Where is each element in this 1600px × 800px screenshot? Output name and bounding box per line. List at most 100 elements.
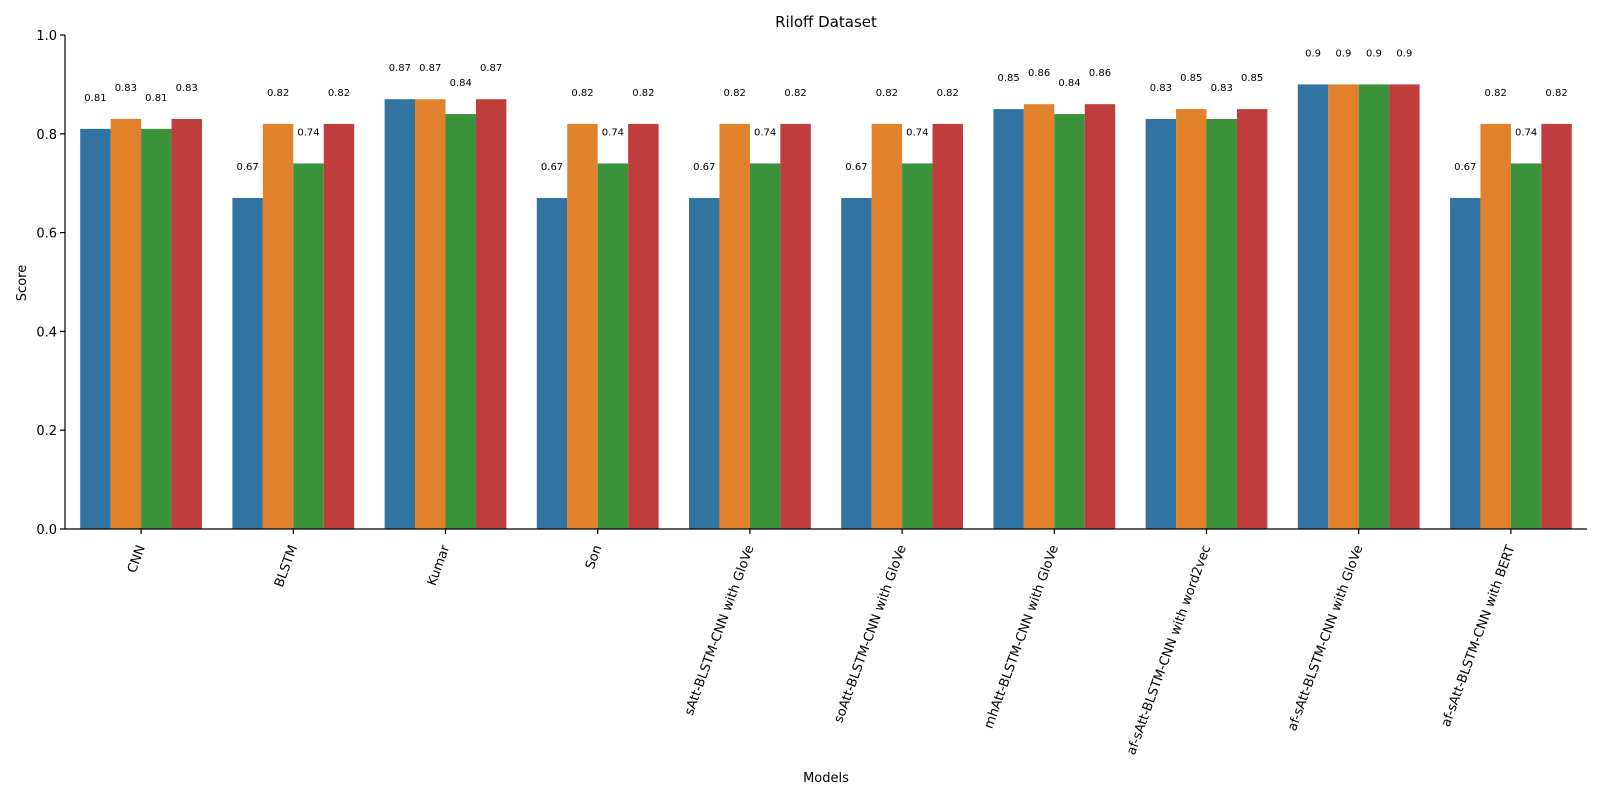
bar-7-1 (1176, 109, 1207, 529)
bar-value-label: 0.82 (1485, 88, 1507, 99)
bar-6-3 (1084, 104, 1116, 529)
bar-4-0 (689, 198, 720, 529)
bar-4-1 (719, 123, 750, 530)
x-tick-label: CNN (125, 543, 149, 575)
bar-0-3 (171, 118, 202, 529)
bar-6-0 (993, 109, 1024, 529)
bar-value-label: 0.74 (297, 127, 319, 138)
y-axis-label: Score (15, 265, 30, 301)
bar-4-2 (749, 163, 781, 529)
bar-value-label: 0.83 (1150, 83, 1172, 94)
bar-1-0 (232, 198, 263, 529)
bar-6-2 (1054, 114, 1085, 529)
bar-2-1 (415, 99, 446, 529)
bar-value-label: 0.74 (602, 127, 624, 138)
bar-value-label: 0.81 (84, 93, 106, 104)
bar-8-1 (1328, 84, 1359, 530)
bar-8-0 (1297, 84, 1329, 530)
bar-value-label: 0.67 (693, 162, 715, 173)
bar-0-0 (80, 128, 111, 530)
bar-8-3 (1389, 84, 1420, 530)
bar-value-label: 0.67 (237, 162, 259, 173)
bar-value-label: 0.83 (115, 83, 137, 94)
bar-3-2 (597, 163, 629, 529)
bar-value-label: 0.83 (1211, 83, 1233, 94)
bar-1-3 (323, 123, 355, 530)
bar-7-3 (1236, 109, 1268, 529)
bar-1-1 (262, 123, 294, 530)
bar-5-2 (902, 163, 933, 529)
bar-1-2 (293, 163, 324, 529)
y-tick-label: 0.4 (36, 325, 57, 340)
chart-title: Riloff Dataset (775, 13, 877, 31)
bar-6-1 (1023, 104, 1055, 529)
bar-value-label: 0.82 (632, 88, 654, 99)
data-labels-layer: 0.81 0.67 0.87 0.67 0.67 0.67 0.85 0.83 0.9 0.67 0… (84, 48, 1567, 173)
bar-value-label: 0.85 (998, 73, 1020, 84)
bar-value-label: 0.82 (1545, 88, 1567, 99)
bar-7-0 (1145, 118, 1177, 529)
bar-8-2 (1358, 84, 1390, 530)
bar-9-3 (1541, 123, 1572, 530)
bar-5-0 (841, 198, 872, 529)
y-tick-label: 1.0 (36, 29, 57, 44)
bars-layer (80, 84, 1572, 530)
bar-2-0 (384, 99, 416, 529)
bar-value-label: 0.82 (724, 88, 746, 99)
bar-value-label: 0.9 (1396, 48, 1412, 59)
y-tick-label: 0.0 (36, 523, 57, 538)
bar-2-2 (445, 114, 476, 529)
bar-value-label: 0.84 (1058, 78, 1080, 89)
bar-value-label: 0.67 (541, 162, 563, 173)
bar-value-label: 0.67 (845, 162, 867, 173)
bar-5-1 (871, 123, 903, 530)
bar-value-label: 0.86 (1028, 68, 1050, 79)
bar-value-label: 0.81 (145, 93, 167, 104)
bar-value-label: 0.9 (1366, 48, 1382, 59)
bar-9-0 (1450, 198, 1481, 529)
bar-value-label: 0.82 (267, 88, 289, 99)
x-axis-ticks: CNN BLSTM Kumar Son sAtt-BLSTM-CNN with GloV… (125, 529, 1519, 757)
bar-4-3 (780, 123, 811, 530)
bar-value-label: 0.67 (1454, 162, 1476, 173)
bar-value-label: 0.86 (1089, 68, 1111, 79)
bar-3-0 (536, 198, 568, 529)
bar-value-label: 0.9 (1336, 48, 1352, 59)
bar-value-label: 0.82 (571, 88, 593, 99)
y-tick-label: 0.8 (36, 128, 57, 143)
x-tick-label: mhAtt-BLSTM-CNN with GloVe (982, 543, 1063, 731)
bar-value-label: 0.85 (1241, 73, 1263, 84)
bar-value-label: 0.82 (876, 88, 898, 99)
bar-5-3 (932, 123, 963, 530)
bar-value-label: 0.82 (328, 88, 350, 99)
bar-3-1 (567, 123, 598, 530)
bar-value-label: 0.87 (480, 63, 502, 74)
bar-7-2 (1206, 118, 1237, 529)
x-tick-label: Kumar (425, 543, 454, 588)
x-tick-label: af-sAtt-BLSTM-CNN with GloVe (1285, 543, 1366, 733)
bar-0-2 (141, 128, 172, 530)
bar-value-label: 0.74 (906, 127, 928, 138)
bar-value-label: 0.85 (1180, 73, 1202, 84)
bar-value-label: 0.82 (937, 88, 959, 99)
bar-value-label: 0.87 (419, 63, 441, 74)
x-tick-label: af-sAtt-BLSTM-CNN with word2vec (1124, 543, 1214, 757)
x-tick-label: Son (583, 543, 605, 571)
bar-0-1 (110, 118, 142, 529)
bar-9-2 (1510, 163, 1542, 529)
bar-value-label: 0.74 (754, 127, 776, 138)
x-tick-label: sAtt-BLSTM-CNN with GloVe (682, 543, 758, 717)
bar-2-3 (475, 99, 507, 529)
bar-value-label: 0.9 (1305, 48, 1321, 59)
bar-value-label: 0.87 (389, 63, 411, 74)
bar-value-label: 0.74 (1515, 127, 1537, 138)
y-tick-label: 0.2 (36, 424, 57, 439)
bar-value-label: 0.84 (450, 78, 472, 89)
bar-value-label: 0.83 (176, 83, 198, 94)
y-axis-ticks: 0.0 0.2 0.4 0.6 0.8 1.0 (36, 29, 65, 538)
bar-3-3 (628, 123, 659, 530)
y-tick-label: 0.6 (36, 227, 57, 242)
x-tick-label: BLSTM (272, 543, 301, 589)
x-tick-label: soAtt-BLSTM-CNN with GloVe (831, 543, 909, 725)
x-axis-label: Models (803, 771, 849, 786)
